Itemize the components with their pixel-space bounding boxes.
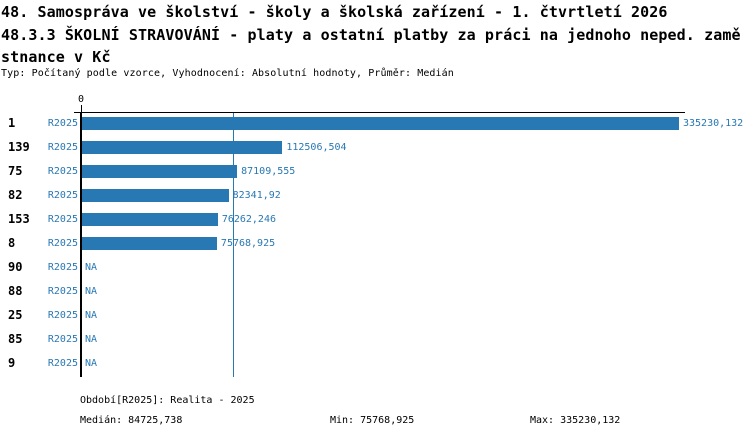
row-category-label: 90 [8, 260, 23, 274]
x-axis-line [74, 112, 685, 113]
footer-period-legend: Období[R2025]: Realita - 2025 [80, 395, 255, 406]
row-series-label: R2025 [47, 358, 78, 369]
y-axis-line [80, 112, 82, 377]
chart-row: 88 R2025 NA [0, 284, 750, 298]
row-category-label: 88 [8, 284, 23, 298]
x-axis-zero-tick-mark [81, 105, 82, 112]
bar-value-label: NA [85, 310, 98, 321]
row-series-label: R2025 [47, 310, 78, 321]
x-axis-zero-tick-label: 0 [78, 94, 85, 105]
chart-row: 8 R2025 75768,925 [0, 236, 750, 250]
row-series-label: R2025 [47, 238, 78, 249]
bar-value-label: NA [85, 262, 98, 273]
report-subtitle: Typ: Počítaný podle vzorce, Vyhodnocení:… [1, 68, 454, 79]
bar-value-label: 82341,92 [232, 190, 281, 201]
footer-median-stat: Medián: 84725,738 [80, 415, 183, 426]
bar-value-label: NA [85, 358, 98, 369]
row-category-label: 25 [8, 308, 23, 322]
row-series-label: R2025 [47, 118, 78, 129]
row-series-label: R2025 [47, 190, 78, 201]
chart-row: 82 R2025 82341,92 [0, 188, 750, 202]
bar [82, 164, 238, 178]
row-series-label: R2025 [47, 334, 78, 345]
row-category-label: 82 [8, 188, 23, 202]
chart-row: 85 R2025 NA [0, 332, 750, 346]
row-category-label: 85 [8, 332, 23, 346]
chart-row: 9 R2025 NA [0, 356, 750, 370]
row-category-label: 1 [8, 116, 16, 130]
bar-value-label: 112506,504 [286, 142, 347, 153]
chart-row: 139 R2025 112506,504 [0, 140, 750, 154]
report-title-line-3: stnance v Kč [1, 48, 111, 66]
chart-row: 90 R2025 NA [0, 260, 750, 274]
chart-row: 25 R2025 NA [0, 308, 750, 322]
row-series-label: R2025 [47, 214, 78, 225]
bar-value-label: 76262,246 [221, 214, 276, 225]
bar [82, 116, 679, 130]
row-series-label: R2025 [47, 166, 78, 177]
row-category-label: 8 [8, 236, 16, 250]
bar-value-label: NA [85, 334, 98, 345]
row-category-label: 153 [8, 212, 30, 226]
bar [82, 212, 218, 226]
bar [82, 188, 229, 202]
chart-row: 1 R2025 335230,132 [0, 116, 750, 130]
row-category-label: 9 [8, 356, 16, 370]
chart-row: 153 R2025 76262,246 [0, 212, 750, 226]
bar-value-label: 335230,132 [683, 118, 744, 129]
chart-row: 75 R2025 87109,555 [0, 164, 750, 178]
footer-min-stat: Min: 75768,925 [330, 415, 415, 426]
row-category-label: 139 [8, 140, 30, 154]
row-series-label: R2025 [47, 286, 78, 297]
bar [82, 140, 283, 154]
row-series-label: R2025 [47, 262, 78, 273]
report-title-line-2: 48.3.3 ŠKOLNÍ STRAVOVÁNÍ - platy a ostat… [1, 26, 741, 44]
bar [82, 236, 217, 250]
row-series-label: R2025 [47, 142, 78, 153]
bar-value-label: 75768,925 [220, 238, 276, 249]
bar-value-label: NA [85, 286, 98, 297]
row-category-label: 75 [8, 164, 23, 178]
footer-max-stat: Max: 335230,132 [530, 415, 621, 426]
report-title-line-1: 48. Samospráva ve školství - školy a ško… [1, 3, 668, 21]
bar-value-label: 87109,555 [241, 166, 296, 177]
median-line [232, 113, 234, 377]
